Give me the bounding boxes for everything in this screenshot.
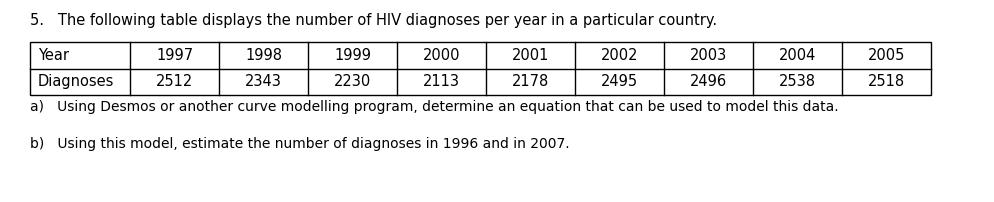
Text: 2538: 2538 xyxy=(778,74,815,89)
Text: b)   Using this model, estimate the number of diagnoses in 1996 and in 2007.: b) Using this model, estimate the number… xyxy=(30,137,569,151)
Text: 1998: 1998 xyxy=(245,48,281,63)
Text: 2518: 2518 xyxy=(867,74,905,89)
Text: 2002: 2002 xyxy=(600,48,637,63)
Text: 2512: 2512 xyxy=(156,74,193,89)
Text: 2178: 2178 xyxy=(511,74,549,89)
Text: 1997: 1997 xyxy=(156,48,193,63)
Text: 2004: 2004 xyxy=(778,48,815,63)
Text: Year: Year xyxy=(38,48,69,63)
Text: 2496: 2496 xyxy=(689,74,727,89)
Text: 2343: 2343 xyxy=(245,74,281,89)
Text: 2230: 2230 xyxy=(334,74,371,89)
Text: 2113: 2113 xyxy=(422,74,459,89)
Text: 2495: 2495 xyxy=(600,74,637,89)
Text: 2000: 2000 xyxy=(422,48,460,63)
Text: Diagnoses: Diagnoses xyxy=(38,74,114,89)
Text: 2003: 2003 xyxy=(689,48,727,63)
Text: 2001: 2001 xyxy=(511,48,549,63)
Text: a)   Using Desmos or another curve modelling program, determine an equation that: a) Using Desmos or another curve modelli… xyxy=(30,100,838,114)
Text: 1999: 1999 xyxy=(334,48,371,63)
Text: 5.   The following table displays the number of HIV diagnoses per year in a part: 5. The following table displays the numb… xyxy=(30,13,717,28)
Bar xyxy=(30,42,930,95)
Text: 2005: 2005 xyxy=(867,48,905,63)
